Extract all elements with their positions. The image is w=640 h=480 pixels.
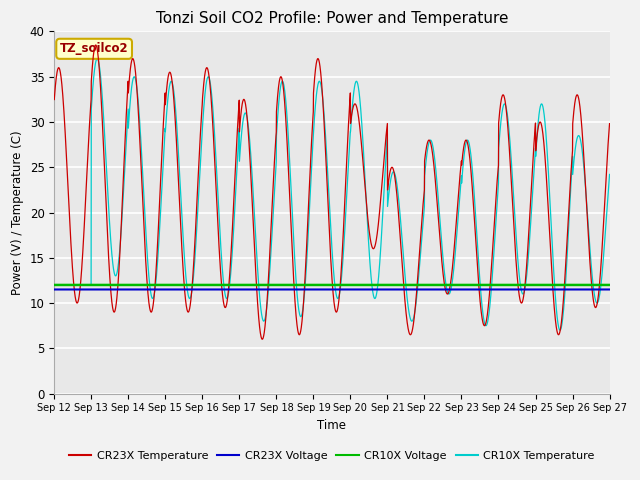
Title: Tonzi Soil CO2 Profile: Power and Temperature: Tonzi Soil CO2 Profile: Power and Temper… [156,11,508,26]
Text: TZ_soilco2: TZ_soilco2 [60,42,129,55]
Legend: CR23X Temperature, CR23X Voltage, CR10X Voltage, CR10X Temperature: CR23X Temperature, CR23X Voltage, CR10X … [65,446,599,465]
Y-axis label: Power (V) / Temperature (C): Power (V) / Temperature (C) [11,130,24,295]
X-axis label: Time: Time [317,419,346,432]
